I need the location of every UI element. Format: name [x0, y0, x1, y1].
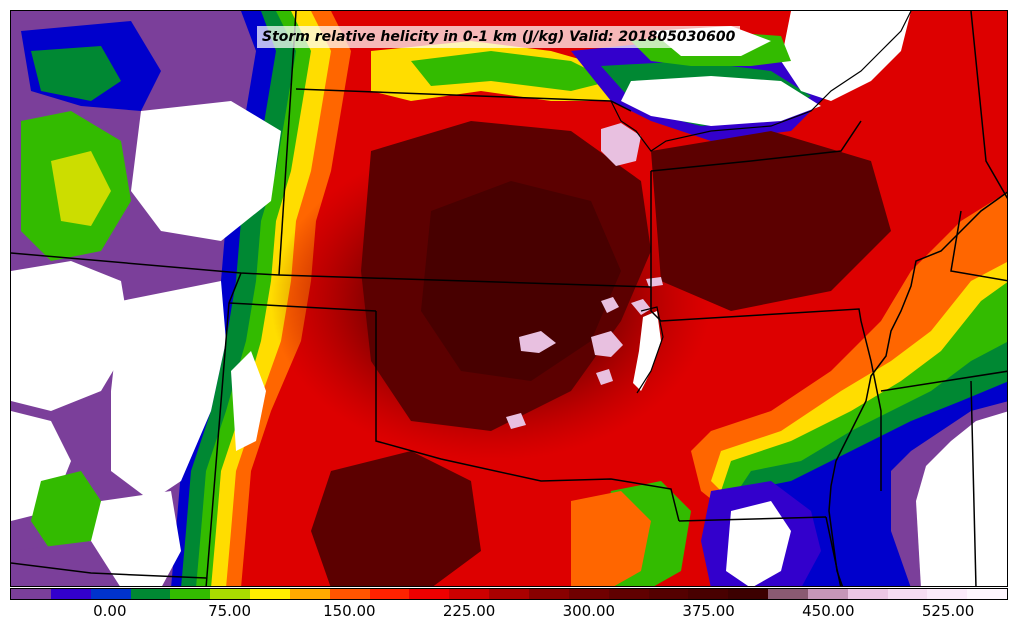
helicity-field-nw-green-north [31, 46, 121, 101]
helicity-field-sw-purple [11, 541, 120, 586]
map-title: Storm relative helicity in 0-1 km (J/kg)… [257, 26, 741, 48]
colorbar-tick-label: 75.00 [208, 602, 252, 620]
helicity-field-south-white-1 [726, 501, 791, 586]
helicity-field-west-white-5 [81, 491, 181, 586]
helicity-field-north-white-lake [621, 76, 821, 126]
helicity-extreme-patch-4 [601, 297, 619, 313]
colorbar-segment [409, 589, 450, 599]
colorbar-segment [927, 589, 968, 599]
colorbar-segment [768, 589, 808, 599]
colorbar-segment [688, 589, 729, 599]
colorbar-segment [887, 589, 928, 599]
river-boundary [828, 191, 1007, 586]
colorbar-tick-label: 150.00 [323, 602, 376, 620]
colorbar-segment [90, 589, 131, 599]
colorbar-segment [329, 589, 370, 599]
helicity-extreme-patch-2 [519, 331, 556, 353]
lake-outline [610, 11, 912, 152]
helicity-extreme-patch-3 [591, 331, 623, 357]
colorbar-tick-label: 0.00 [93, 602, 127, 620]
helicity-field-north-green [411, 51, 611, 91]
helicity-core-dark-sw [311, 451, 481, 586]
colorbar-segment [648, 589, 689, 599]
colorbar-tick-label: 300.00 [562, 602, 616, 620]
helicity-field-west-white-1 [131, 101, 281, 241]
colorbar-segment [11, 589, 51, 599]
colorbar-segment [608, 589, 649, 599]
colorbar-segment [170, 589, 211, 599]
colorbar-segment [289, 589, 330, 599]
lake-outline-2 [636, 306, 664, 394]
colorbar-segment [50, 589, 91, 599]
helicity-field-lake-strip [633, 311, 661, 391]
helicity-field-south-orange [571, 491, 651, 586]
colorbar-segment [568, 589, 609, 599]
colorbar [10, 588, 1008, 600]
colorbar-segment [967, 589, 1008, 599]
helicity-map [11, 11, 1007, 586]
colorbar-tick-labels: 0.00 75.00 150.00 225.00 300.00 375.00 450.00 5… [10, 600, 1008, 630]
helicity-field-west-white-2 [11, 261, 131, 411]
helicity-core-dark-ne [651, 131, 891, 311]
helicity-field-ne-white [781, 11, 911, 101]
colorbar-tick-label: 450.00 [802, 602, 855, 620]
helicity-extreme-patch-1 [601, 123, 641, 166]
colorbar-segment [489, 589, 529, 599]
colorbar-tick-label: 525.00 [921, 602, 975, 620]
helicity-core-dark-2 [421, 181, 621, 381]
colorbar-segment [807, 589, 848, 599]
colorbar-segment [449, 589, 490, 599]
helicity-extreme-patch-7 [596, 369, 613, 385]
helicity-field-west-white-3 [111, 281, 226, 501]
state-boundaries [11, 11, 1007, 586]
helicity-extreme-patch-5 [506, 413, 526, 429]
colorbar-segment [528, 589, 569, 599]
colorbar-segment [728, 589, 769, 599]
colorbar-segment [210, 589, 251, 599]
colorbar-tick-label: 225.00 [442, 602, 496, 620]
colorbar-tick-label: 375.00 [682, 602, 735, 620]
helicity-field-nw-yellow-patch [51, 151, 111, 226]
colorbar-segment [130, 589, 171, 599]
colorbar-segment [847, 589, 888, 599]
helicity-field-sw-green [31, 471, 101, 551]
helicity-extreme-patch-6 [631, 299, 651, 315]
helicity-field-west-white-6 [231, 351, 266, 451]
helicity-field-southeast-white [916, 411, 1007, 586]
colorbar-segment [250, 589, 290, 599]
map-panel: Storm relative helicity in 0-1 km (J/kg)… [10, 10, 1008, 587]
colorbar-segment [369, 589, 410, 599]
